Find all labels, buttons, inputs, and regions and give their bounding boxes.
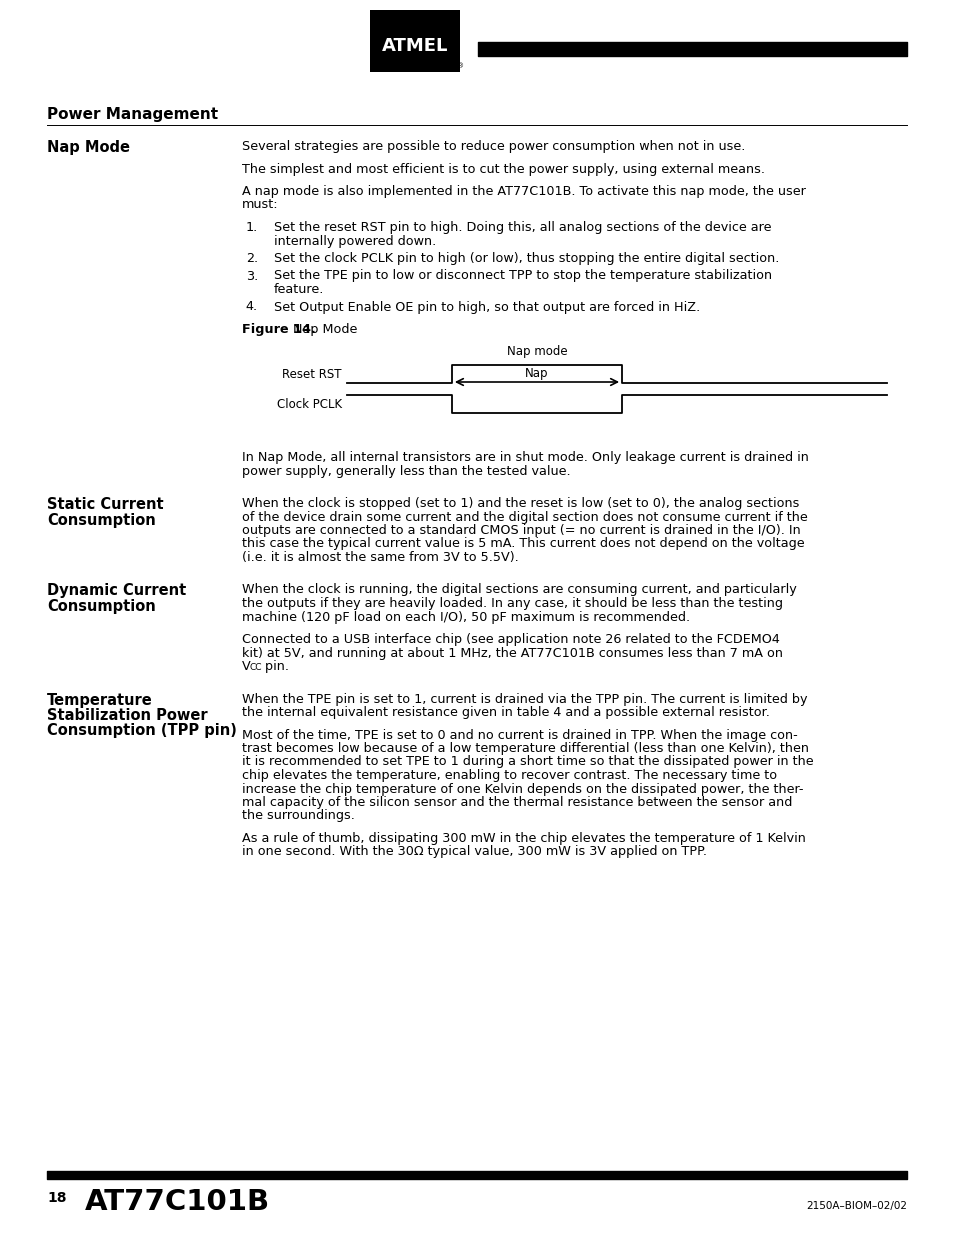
Text: increase the chip temperature of one Kelvin depends on the dissipated power, the: increase the chip temperature of one Kel… bbox=[242, 783, 802, 795]
Text: Figure 14.: Figure 14. bbox=[242, 324, 315, 336]
Text: Most of the time, TPE is set to 0 and no current is drained in TPP. When the ima: Most of the time, TPE is set to 0 and no… bbox=[242, 729, 797, 741]
Text: 3.: 3. bbox=[246, 269, 257, 283]
Text: the surroundings.: the surroundings. bbox=[242, 809, 355, 823]
FancyBboxPatch shape bbox=[370, 10, 459, 72]
Text: 2150A–BIOM–02/02: 2150A–BIOM–02/02 bbox=[805, 1200, 906, 1212]
Text: Set Output Enable OE pin to high, so that output are forced in HiZ.: Set Output Enable OE pin to high, so tha… bbox=[274, 300, 700, 314]
Text: Reset RST: Reset RST bbox=[282, 368, 341, 380]
Text: As a rule of thumb, dissipating 300 mW in the chip elevates the temperature of 1: As a rule of thumb, dissipating 300 mW i… bbox=[242, 832, 805, 845]
Text: Several strategies are possible to reduce power consumption when not in use.: Several strategies are possible to reduc… bbox=[242, 140, 744, 153]
Text: Consumption: Consumption bbox=[47, 513, 155, 527]
Text: kit) at 5V, and running at about 1 MHz, the AT77C101B consumes less than 7 mA on: kit) at 5V, and running at about 1 MHz, … bbox=[242, 646, 782, 659]
Text: of the device drain some current and the digital section does not consume curren: of the device drain some current and the… bbox=[242, 510, 807, 524]
Text: Dynamic Current: Dynamic Current bbox=[47, 583, 186, 599]
Text: The simplest and most efficient is to cut the power supply, using external means: The simplest and most efficient is to cu… bbox=[242, 163, 764, 175]
Polygon shape bbox=[375, 12, 459, 22]
Text: ATMEL: ATMEL bbox=[381, 37, 448, 56]
Text: Static Current: Static Current bbox=[47, 496, 164, 513]
Text: trast becomes low because of a low temperature differential (less than one Kelvi: trast becomes low because of a low tempe… bbox=[242, 742, 808, 755]
Text: internally powered down.: internally powered down. bbox=[274, 235, 436, 247]
Text: Power Management: Power Management bbox=[47, 107, 218, 122]
Text: the outputs if they are heavily loaded. In any case, it should be less than the : the outputs if they are heavily loaded. … bbox=[242, 597, 782, 610]
Text: Set the TPE pin to low or disconnect TPP to stop the temperature stabilization: Set the TPE pin to low or disconnect TPP… bbox=[274, 269, 771, 283]
Text: 2.: 2. bbox=[246, 252, 257, 266]
Text: V: V bbox=[242, 659, 251, 673]
Text: (i.e. it is almost the same from 3V to 5.5V).: (i.e. it is almost the same from 3V to 5… bbox=[242, 551, 518, 564]
Text: Stabilization Power: Stabilization Power bbox=[47, 708, 208, 722]
Text: A nap mode is also implemented in the AT77C101B. To activate this nap mode, the : A nap mode is also implemented in the AT… bbox=[242, 185, 805, 198]
Text: 4.: 4. bbox=[246, 300, 257, 314]
Text: mal capacity of the silicon sensor and the thermal resistance between the sensor: mal capacity of the silicon sensor and t… bbox=[242, 797, 792, 809]
Text: Nap Mode: Nap Mode bbox=[293, 324, 357, 336]
Text: in one second. With the 30Ω typical value, 300 mW is 3V applied on TPP.: in one second. With the 30Ω typical valu… bbox=[242, 846, 706, 858]
Text: CC: CC bbox=[250, 663, 262, 672]
Text: Nap: Nap bbox=[525, 368, 548, 380]
Text: it is recommended to set TPE to 1 during a short time so that the dissipated pow: it is recommended to set TPE to 1 during… bbox=[242, 756, 813, 768]
Text: Clock PCLK: Clock PCLK bbox=[276, 398, 341, 410]
Text: AT77C101B: AT77C101B bbox=[85, 1188, 270, 1216]
Text: outputs are connected to a standard CMOS input (= no current is drained in the I: outputs are connected to a standard CMOS… bbox=[242, 524, 800, 537]
Text: In Nap Mode, all internal transistors are in shut mode. Only leakage current is : In Nap Mode, all internal transistors ar… bbox=[242, 451, 808, 464]
Text: power supply, generally less than the tested value.: power supply, generally less than the te… bbox=[242, 464, 570, 478]
Text: 1.: 1. bbox=[246, 221, 257, 233]
Text: Set the clock PCLK pin to high (or low), thus stopping the entire digital sectio: Set the clock PCLK pin to high (or low),… bbox=[274, 252, 779, 266]
Text: chip elevates the temperature, enabling to recover contrast. The necessary time : chip elevates the temperature, enabling … bbox=[242, 769, 777, 782]
Text: feature.: feature. bbox=[274, 283, 324, 296]
Text: When the clock is running, the digital sections are consuming current, and parti: When the clock is running, the digital s… bbox=[242, 583, 796, 597]
Text: Nap mode: Nap mode bbox=[506, 345, 567, 358]
Text: ®: ® bbox=[456, 63, 464, 69]
Text: When the TPE pin is set to 1, current is drained via the TPP pin. The current is: When the TPE pin is set to 1, current is… bbox=[242, 693, 806, 705]
Text: Consumption: Consumption bbox=[47, 599, 155, 614]
Text: Set the reset RST pin to high. Doing this, all analog sections of the device are: Set the reset RST pin to high. Doing thi… bbox=[274, 221, 771, 233]
Text: When the clock is stopped (set to 1) and the reset is low (set to 0), the analog: When the clock is stopped (set to 1) and… bbox=[242, 496, 799, 510]
Text: pin.: pin. bbox=[261, 659, 289, 673]
Text: Consumption (TPP pin): Consumption (TPP pin) bbox=[47, 724, 236, 739]
Text: machine (120 pF load on each I/O), 50 pF maximum is recommended.: machine (120 pF load on each I/O), 50 pF… bbox=[242, 610, 689, 624]
Text: must:: must: bbox=[242, 199, 278, 211]
Text: Connected to a USB interface chip (see application note 26 related to the FCDEMO: Connected to a USB interface chip (see a… bbox=[242, 634, 779, 646]
Text: Temperature: Temperature bbox=[47, 693, 152, 708]
Text: 18: 18 bbox=[47, 1191, 67, 1205]
Text: this case the typical current value is 5 mA. This current does not depend on the: this case the typical current value is 5… bbox=[242, 537, 803, 551]
Text: Nap Mode: Nap Mode bbox=[47, 140, 130, 156]
Text: the internal equivalent resistance given in table 4 and a possible external resi: the internal equivalent resistance given… bbox=[242, 706, 769, 719]
